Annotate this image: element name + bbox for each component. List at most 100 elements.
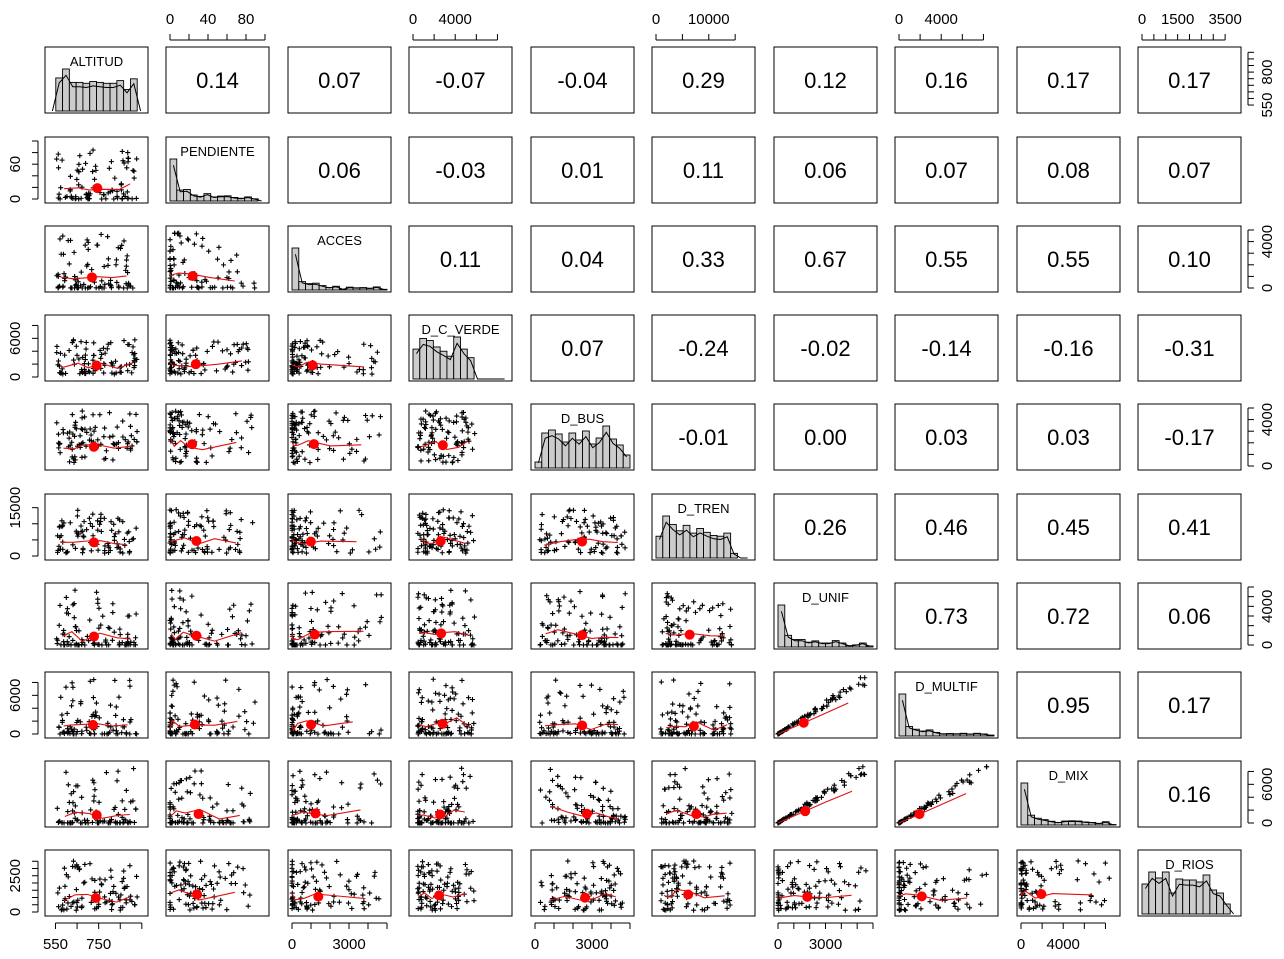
data-point (462, 861, 468, 867)
panel-2-2: ACCES (287, 225, 392, 293)
data-point (590, 513, 596, 519)
data-point (419, 695, 425, 701)
data-point (435, 518, 441, 524)
data-point (464, 529, 470, 535)
data-point (199, 546, 205, 552)
data-point (788, 890, 794, 896)
data-point (54, 420, 60, 426)
data-point (431, 799, 437, 805)
data-point (66, 634, 72, 640)
data-point (176, 409, 182, 415)
data-point (659, 890, 665, 896)
correlation-value: 0.46 (925, 515, 968, 540)
data-point (470, 446, 476, 452)
data-point (803, 881, 809, 887)
data-point (842, 907, 848, 913)
data-point (55, 358, 61, 364)
data-point (680, 873, 686, 879)
data-point (676, 616, 682, 622)
data-point (121, 285, 127, 291)
data-point (78, 269, 84, 275)
data-point (88, 432, 94, 438)
data-point (233, 546, 239, 552)
data-point (369, 820, 375, 826)
data-point (187, 353, 193, 359)
data-point (73, 343, 79, 349)
data-point (622, 591, 628, 597)
data-point (289, 516, 295, 522)
data-point (427, 525, 433, 531)
panel-frame (1016, 849, 1121, 917)
panel-1-1: PENDIENTE (165, 136, 270, 204)
data-point (188, 873, 194, 879)
data-point (171, 262, 177, 268)
data-point (699, 803, 705, 809)
data-point (421, 622, 427, 628)
data-point (727, 795, 733, 801)
data-point (463, 419, 469, 425)
mean-point (88, 631, 99, 642)
data-point (167, 371, 173, 377)
panel-0-1: 0.14 (165, 46, 270, 114)
panel-frame (773, 314, 878, 382)
tick-label: 1500 (1161, 11, 1194, 28)
data-point (420, 859, 426, 865)
mean-point (577, 720, 588, 731)
data-point (581, 875, 587, 881)
panel-frame (530, 136, 635, 204)
panel-8-8: D_MIX (1016, 760, 1121, 828)
data-point (57, 370, 63, 376)
data-point (619, 541, 625, 547)
data-point (377, 529, 383, 535)
data-point (427, 898, 433, 904)
data-point (134, 439, 140, 445)
data-point (221, 534, 227, 540)
data-point (184, 448, 190, 454)
data-point (84, 527, 90, 533)
data-point (617, 624, 623, 630)
data-point (784, 899, 790, 905)
data-point (127, 719, 133, 725)
data-point (331, 899, 337, 905)
data-point (77, 371, 83, 377)
data-point (966, 867, 972, 873)
data-point (430, 676, 436, 682)
data-point (97, 412, 103, 418)
data-point (326, 541, 332, 547)
data-point (290, 602, 296, 608)
panel-frame (894, 225, 999, 293)
panel-5-1 (165, 493, 270, 561)
data-point (297, 534, 303, 540)
data-point (79, 408, 85, 414)
correlation-value: 0.14 (196, 68, 239, 93)
histogram-bar (466, 357, 475, 380)
data-point (1101, 898, 1107, 904)
correlation-value: 0.29 (682, 68, 725, 93)
data-point (460, 772, 466, 778)
data-point (546, 725, 552, 731)
panel-3-0 (44, 314, 149, 382)
data-point (779, 878, 785, 884)
data-point (247, 892, 253, 898)
data-point (445, 901, 451, 907)
data-point (415, 873, 421, 879)
data-point (64, 906, 70, 912)
data-point (223, 677, 229, 683)
data-point (296, 346, 302, 352)
data-point (471, 898, 477, 904)
data-point (202, 533, 208, 539)
data-point (172, 789, 178, 795)
data-point (96, 605, 102, 611)
data-point (207, 731, 213, 737)
data-point (229, 437, 235, 443)
data-point (299, 777, 305, 783)
data-point (325, 353, 331, 359)
data-point (60, 233, 66, 239)
data-point (60, 427, 66, 433)
data-point (432, 410, 438, 416)
data-point (120, 550, 126, 556)
data-point (85, 246, 91, 252)
data-point (658, 726, 664, 732)
correlation-value: 0.03 (1047, 425, 1090, 450)
data-point (77, 153, 83, 159)
